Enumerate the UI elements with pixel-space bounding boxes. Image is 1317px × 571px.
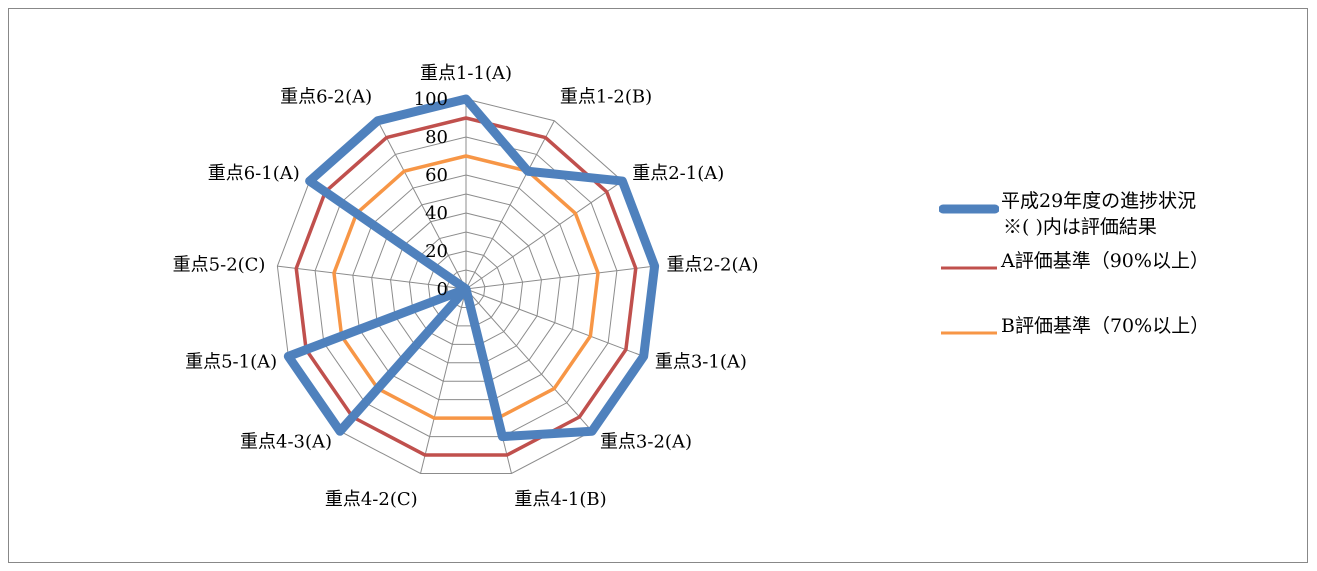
category-label: 重点1-2(B) [560,86,652,107]
legend-label-progress-note: ※( )内は評価結果 [1003,216,1157,238]
legend-item-a-criteria: A評価基準（90%以上） [939,250,1309,338]
tick-label: 0 [437,279,448,300]
legend-swatch-b-criteria [941,331,997,335]
grid-spoke [465,265,655,290]
category-label: 重点4-3(A) [240,432,332,453]
legend-label-b-criteria: B評価基準（70%以上） [1001,315,1210,337]
legend-swatch-a-criteria [941,266,997,270]
tick-label: 20 [425,241,448,262]
radar-chart: 0 20 40 60 80 100 重点1-1(A) 重点1-2(B) 重点2-1(A) 重点2… [173,63,759,510]
category-label: 重点3-2(A) [600,432,692,453]
grid-spoke [277,265,467,290]
grid-ring [371,193,561,382]
grid-spoke [377,120,467,290]
tick-label: 100 [414,89,448,110]
grid-spoke [465,288,644,357]
category-label: 重点6-2(A) [280,86,372,107]
category-label: 重点2-2(A) [667,254,759,275]
grid-spoke [465,120,555,290]
category-label: 重点4-1(B) [514,489,606,510]
grid-ring [390,212,542,364]
grid-spoke [465,180,623,290]
series-line-2 [332,154,600,420]
category-label: 重点6-1(A) [208,163,300,184]
chart-area: 0 20 40 60 80 100 重点1-1(A) 重点1-2(B) 重点2-1(A) 重点2… [8,8,1308,563]
grid-spoke [465,288,593,432]
grid-ring [352,174,580,401]
legend-label-progress: 平成29年度の進捗状況 [1001,190,1197,212]
grid-spoke [420,288,467,474]
legend-item-b-criteria: B評価基準（70%以上） [939,315,1309,365]
category-label: 重点5-2(C) [173,254,266,275]
radar-series [283,94,660,457]
legend: 平成29年度の進捗状況 ※( )内は評価結果 A評価基準（90%以上） B評価基… [939,184,1309,364]
tick-label: 40 [425,203,448,224]
radar-tick-labels: 0 20 40 60 80 100 [414,89,448,300]
category-label: 重点3-1(A) [655,351,747,372]
series-line-0 [283,94,660,442]
tick-label: 60 [425,165,448,186]
radar-category-labels: 重点1-1(A) 重点1-2(B) 重点2-1(A) 重点2-2(A) 重点3-1(A)… [173,63,759,510]
legend-swatch-progress [939,204,999,214]
series-line-1 [294,116,638,457]
legend-label-a-criteria: A評価基準（90%以上） [1001,250,1209,272]
legend-item-progress: 平成29年度の進捗状況 ※( )内は評価結果 [939,184,1309,246]
category-label: 重点5-1(A) [185,351,277,372]
category-label: 重点2-1(A) [632,163,724,184]
tick-label: 80 [425,127,448,148]
category-label: 重点1-1(A) [420,63,512,84]
category-label: 重点4-2(C) [325,489,418,510]
grid-ring [314,136,618,438]
